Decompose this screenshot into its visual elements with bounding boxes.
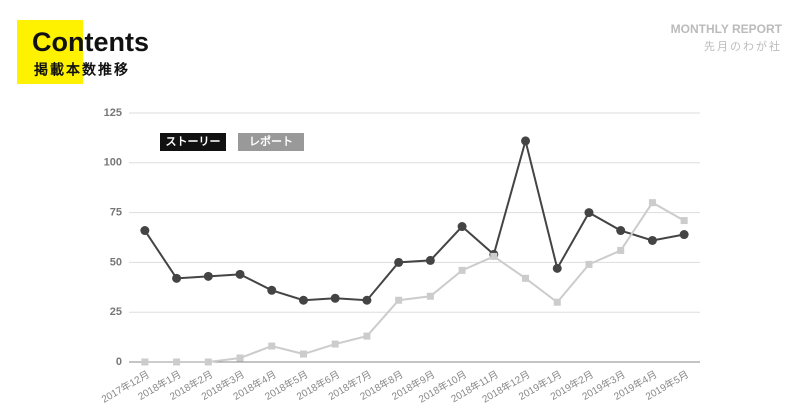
brand-sub: 先月のわが社 [704,39,782,53]
marker [267,285,277,295]
title-accent [17,20,83,84]
marker [204,358,212,366]
marker [330,293,340,303]
marker [173,358,181,366]
y-tick-label: 100 [104,157,122,169]
marker [522,274,530,282]
y-tick-label: 50 [110,256,122,268]
marker [394,257,404,267]
marker [585,260,593,268]
marker [140,226,150,236]
legend-swatch [160,133,226,151]
marker [584,208,594,218]
marker [172,273,182,283]
y-tick-label: 75 [110,207,122,219]
marker [458,266,466,274]
legend-label: ストーリー [166,135,221,148]
marker [490,252,498,260]
y-tick-label: 25 [110,306,122,318]
page-title: Contents [32,27,149,57]
marker [395,296,403,304]
marker [617,246,625,254]
marker [552,263,562,273]
line [144,136,685,302]
marker [647,235,657,245]
marker [236,354,244,362]
marker [679,230,689,240]
marker [457,222,467,232]
line [144,201,685,363]
brand: MONTHLY REPORT [671,22,783,36]
marker [141,358,149,366]
legend-label: レポート [249,134,293,148]
marker [235,269,245,279]
marker [616,226,626,236]
marker [268,342,276,350]
marker [331,340,339,348]
marker [680,217,688,225]
y-tick-label: 0 [116,356,122,368]
y-tick-label: 125 [104,107,122,119]
page-subtitle: 掲載本数推移 [34,62,130,78]
marker [425,255,435,265]
marker [298,295,308,305]
marker [363,332,371,340]
marker [553,298,561,306]
marker [426,292,434,300]
marker [203,271,213,281]
marker [648,199,656,207]
marker [299,350,307,358]
marker [362,295,372,305]
marker [521,136,531,146]
legend-swatch [238,133,304,151]
